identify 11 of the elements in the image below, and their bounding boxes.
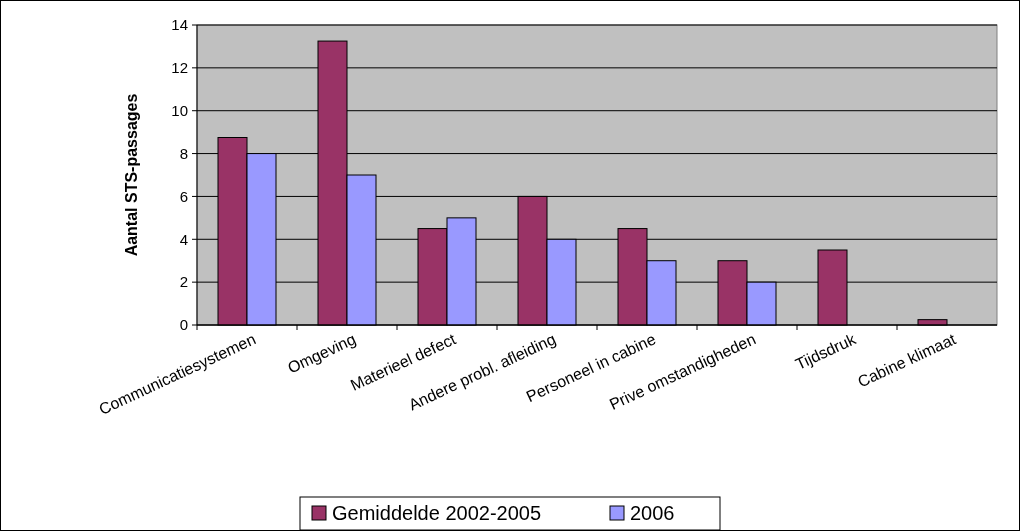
- y-tick-label: 6: [179, 187, 188, 205]
- y-tick-label: 0: [179, 316, 188, 334]
- y-tick-label: 14: [171, 16, 188, 34]
- y-tick-label: 2: [179, 273, 188, 291]
- legend-label: 2006: [630, 502, 675, 524]
- y-tick-label: 8: [179, 144, 188, 162]
- legend-label: Gemiddelde 2002-2005: [332, 502, 542, 524]
- y-axis-title: Aantal STS-passages: [123, 93, 140, 257]
- y-tick-label: 4: [179, 230, 188, 248]
- y-tick-label: 10: [171, 101, 188, 119]
- y-tick-label: 12: [171, 59, 188, 77]
